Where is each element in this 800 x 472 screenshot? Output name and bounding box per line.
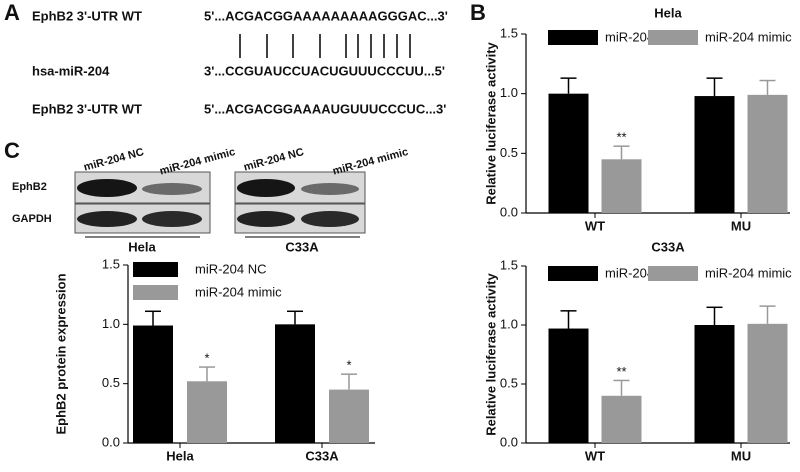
- error-bar: [341, 373, 357, 390]
- error-bar: [759, 305, 776, 324]
- y-axis-label: Relative luciferase activity: [483, 272, 498, 435]
- x-tick-label: MU: [731, 218, 751, 233]
- significance: **: [616, 130, 626, 145]
- bar: [187, 381, 227, 443]
- legend-swatch: [548, 30, 598, 45]
- bar: [329, 389, 369, 443]
- x-tick-label: Hela: [166, 448, 194, 463]
- legend-swatch: [648, 30, 698, 45]
- bar: [747, 323, 788, 443]
- x-tick-label: MU: [731, 448, 751, 463]
- bar: [694, 325, 735, 443]
- lane-label: miR-204 mimic: [331, 146, 409, 178]
- legend-swatch: [648, 266, 698, 281]
- panel-label: B: [470, 0, 486, 25]
- y-tick-label: 1.0: [500, 316, 518, 331]
- lane-label: miR-204 NC: [82, 146, 145, 174]
- blot: [74, 171, 366, 238]
- x-tick-label: C33A: [305, 448, 339, 463]
- y-tick-label: 0.5: [500, 145, 518, 160]
- x-tick-label: WT: [585, 218, 605, 233]
- y-tick-label: 1.0: [500, 85, 518, 100]
- y-tick-label: 1.5: [500, 257, 518, 272]
- legend-swatch: [133, 285, 178, 300]
- sequence: 5'...ACGACGGAAAAUGUUUCCCUC...3': [204, 101, 446, 116]
- seq-name: hsa-miR-204: [32, 63, 110, 78]
- cell-label: Hela: [128, 239, 156, 254]
- bar: [694, 96, 735, 213]
- chart-title: Hela: [654, 5, 682, 20]
- bar: [601, 395, 642, 443]
- panel-label: A: [4, 0, 20, 25]
- error-bar: [706, 306, 723, 325]
- bar: [548, 93, 589, 213]
- protein-label: EphB2: [12, 181, 47, 193]
- y-tick-label: 0.0: [500, 204, 518, 219]
- bar: [275, 324, 315, 443]
- legend-label: miR-204 mimic: [195, 284, 282, 299]
- error-bar: [613, 145, 630, 160]
- chart-title: C33A: [651, 239, 685, 254]
- significance: *: [204, 350, 209, 365]
- significance: **: [616, 364, 626, 379]
- error-bar: [759, 79, 776, 95]
- error-bar: [560, 77, 577, 94]
- protein-label: GAPDH: [12, 213, 52, 225]
- pairing-lines: [239, 34, 411, 58]
- significance: *: [346, 358, 351, 373]
- y-tick-label: 1.0: [102, 316, 120, 331]
- bar: [548, 328, 589, 443]
- legend-swatch: [548, 266, 598, 281]
- panel-label: C: [4, 138, 20, 163]
- bar: [747, 94, 788, 213]
- legend-label: miR-204 mimic: [705, 265, 792, 280]
- legend-swatch: [133, 262, 178, 277]
- error-bar: [199, 366, 215, 382]
- seq-name: EphB2 3'-UTR WT: [32, 101, 142, 116]
- sequence: 5'...ACGACGGAAAAAAAAAGGGAC...3': [204, 8, 448, 23]
- y-tick-label: 1.5: [500, 25, 518, 40]
- error-bar: [706, 77, 723, 97]
- legend-label: miR-204 mimic: [705, 29, 792, 44]
- error-bar: [560, 310, 577, 329]
- y-tick-label: 0.5: [102, 375, 120, 390]
- sequence: 3'...CCGUAUCCUACUGUUUCCCUU...5': [204, 63, 445, 78]
- y-tick-label: 1.5: [102, 256, 120, 271]
- y-axis-label: Relative luciferase activity: [483, 41, 498, 204]
- seq-name: EphB2 3'-UTR WT: [32, 8, 142, 23]
- cell-label: C33A: [285, 239, 319, 254]
- x-tick-label: WT: [585, 448, 605, 463]
- error-bar: [287, 310, 303, 325]
- y-tick-label: 0.0: [102, 434, 120, 449]
- legend-label: miR-204 NC: [195, 261, 267, 276]
- y-axis-label: EphB2 protein expression: [53, 273, 68, 434]
- y-tick-label: 0.5: [500, 375, 518, 390]
- y-tick-label: 0.0: [500, 434, 518, 449]
- error-bar: [145, 310, 161, 326]
- lane-label: miR-204 NC: [242, 146, 305, 174]
- bar: [601, 159, 642, 213]
- error-bar: [613, 379, 630, 396]
- bar: [133, 325, 173, 443]
